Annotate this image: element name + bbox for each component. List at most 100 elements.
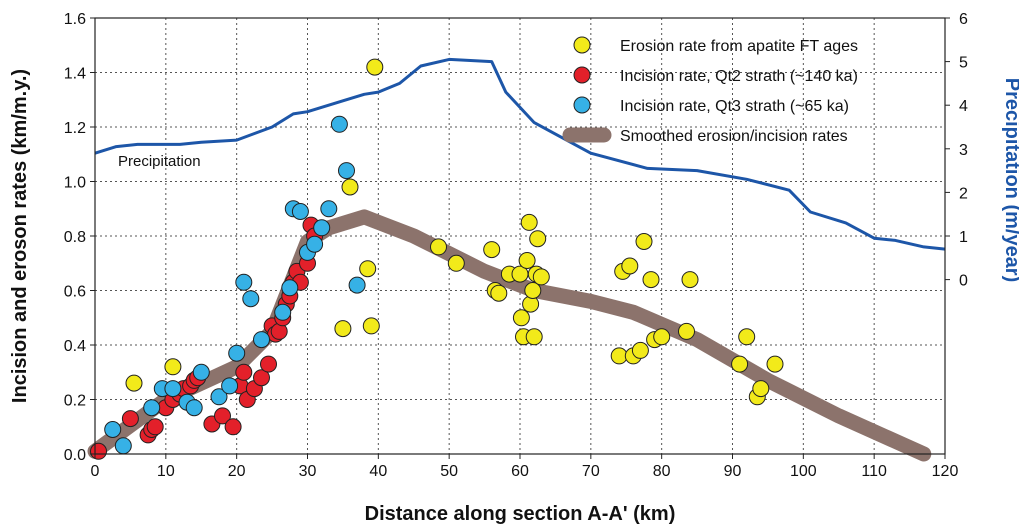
x-tick-label: 120: [932, 463, 959, 480]
apatite-ft-point: [430, 238, 447, 256]
y2-tick-label: 5: [959, 55, 968, 72]
legend-marker-apatite: [573, 36, 591, 54]
qt3-incision-point: [274, 303, 292, 321]
qt3-incision-point: [320, 200, 338, 218]
legend-marker-qt3: [573, 96, 591, 114]
apatite-ft-point: [125, 374, 143, 392]
apatite-ft-point: [447, 254, 465, 272]
apatite-ft-point: [359, 260, 377, 278]
qt3-incision-point: [221, 377, 239, 395]
x-tick-label: 70: [582, 463, 600, 480]
qt2-incision-point: [253, 369, 270, 387]
y2-tick-label: 1: [959, 229, 968, 246]
y2-tick-label: 6: [959, 11, 968, 28]
apatite-ft-point: [518, 252, 536, 269]
y-tick-label: 1.4: [64, 66, 86, 83]
y2-tick-label: 0: [959, 273, 968, 290]
qt3-incision-point: [306, 235, 324, 253]
apatite-ft-point: [642, 271, 660, 289]
apatite-ft-point: [341, 178, 359, 196]
x-axis-title: Distance along section A-A' (km): [365, 503, 676, 525]
qt3-incision-point: [338, 162, 355, 180]
legend-marker-qt2: [573, 66, 591, 84]
qt2-incision-point: [146, 418, 164, 436]
y-tick-label: 0.8: [64, 229, 86, 246]
x-tick-label: 0: [91, 463, 100, 480]
qt3-incision-point: [228, 344, 246, 362]
apatite-ft-point: [681, 271, 699, 289]
y-tick-label: 1.0: [64, 175, 86, 192]
qt3-incision-point: [104, 421, 122, 438]
apatite-ft-point: [512, 309, 530, 327]
qt3-incision-point: [210, 388, 228, 406]
legend-label-smoothed: Smoothed erosion/incision rates: [620, 128, 848, 145]
apatite-ft-point: [738, 328, 756, 346]
x-tick-label: 90: [724, 463, 742, 480]
qt2-incision-point: [235, 363, 253, 381]
apatite-ft-point: [678, 322, 695, 340]
apatite-ft-point: [483, 241, 501, 259]
precipitation-line: [94, 57, 946, 251]
qt2-incision-point: [214, 407, 231, 425]
apatite-ft-point: [631, 341, 649, 359]
legend-label-apatite: Erosion rate from apatite FT ages: [620, 38, 858, 55]
x-tick-label: 30: [299, 463, 317, 480]
qt2-incision-point: [260, 355, 277, 373]
apatite-ft-point: [532, 268, 550, 286]
y-tick-label: 0.2: [64, 393, 86, 410]
qt3-incision-point: [192, 363, 210, 381]
apatite-ft-point: [525, 328, 543, 346]
y-tick-label: 0.6: [64, 284, 86, 301]
precipitation-annotation: Precipitation: [118, 153, 201, 170]
qt3-incision-point: [164, 380, 182, 398]
qt3-incision-point: [114, 437, 132, 455]
y-tick-label: 1.2: [64, 120, 86, 137]
apatite-ft-point: [520, 213, 538, 231]
x-tick-label: 50: [440, 463, 458, 480]
x-tick-label: 10: [157, 463, 175, 480]
legend-label-qt3: Incision rate, Qt3 strath (~65 ka): [620, 98, 849, 115]
apatite-ft-point: [164, 358, 182, 376]
y-axis-title: Incision and eroson rates (km/m.y.): [9, 69, 31, 403]
axis-ticks: 0 10 20 30 40 50 60 70 80 90 100 110 1200.00.20.40.6…: [64, 11, 968, 480]
qt2-incision-point: [224, 418, 242, 436]
x-tick-label: 40: [369, 463, 387, 480]
y-tick-label: 0.0: [64, 447, 86, 464]
qt3-incision-point: [330, 115, 348, 133]
apatite-ft-point: [524, 282, 542, 299]
qt3-incision-point: [185, 399, 203, 417]
apatite-ft-point: [635, 233, 653, 250]
apatite-ft-point: [752, 380, 770, 398]
qt2-incision-point: [90, 442, 107, 460]
qt3-incision-point: [281, 279, 299, 297]
x-tick-label: 60: [511, 463, 529, 480]
apatite-ft-point: [731, 355, 749, 373]
qt3-incision-point: [313, 219, 331, 237]
qt3-incision-point: [235, 273, 253, 291]
x-tick-label: 80: [653, 463, 671, 480]
qt3-incision-point: [242, 290, 260, 308]
qt2-incision-point: [121, 410, 139, 428]
y2-tick-label: 3: [959, 142, 968, 159]
qt3-incision-point: [348, 276, 366, 294]
x-tick-label: 20: [228, 463, 246, 480]
apatite-ft-point: [366, 58, 384, 76]
apatite-ft-point: [621, 257, 639, 275]
apatite-ft-point: [529, 230, 547, 248]
apatite-ft-point: [334, 320, 352, 338]
apatite-ft-point: [766, 355, 784, 373]
y2-tick-label: 2: [959, 185, 968, 202]
legend: Erosion rate from apatite FT ages Incisi…: [562, 36, 858, 145]
y2-tick-label: 4: [959, 98, 968, 115]
apatite-ft-point: [653, 328, 671, 346]
x-tick-label: 100: [790, 463, 817, 480]
qt3-incision-point: [291, 203, 309, 220]
qt3-incision-point: [253, 331, 270, 349]
legend-label-qt2: Incision rate, Qt2 strath (~140 ka): [620, 68, 858, 85]
y-tick-label: 0.4: [64, 338, 86, 355]
apatite-ft-point: [490, 284, 508, 302]
x-tick-label: 110: [861, 463, 887, 480]
data-points: [90, 58, 784, 460]
qt3-incision-point: [143, 399, 161, 417]
